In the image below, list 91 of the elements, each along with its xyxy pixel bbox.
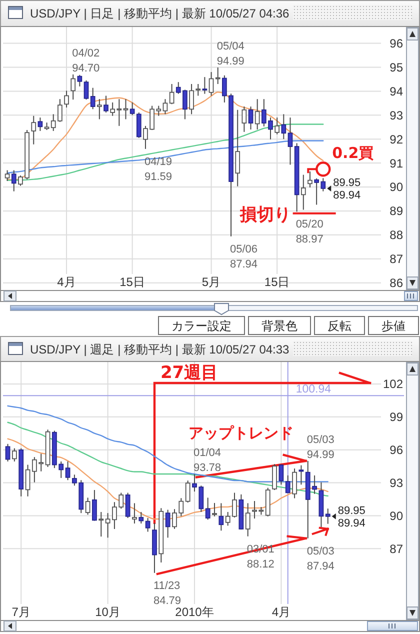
candlestick xyxy=(125,492,130,519)
x-tick-label: 4月 xyxy=(272,605,291,619)
candlestick xyxy=(31,115,36,145)
y-tick-label: 96 xyxy=(390,36,404,50)
candlestick xyxy=(4,170,10,182)
text: カラー設定 xyxy=(172,319,232,333)
annotation: 27週目 xyxy=(160,363,218,383)
y-tick-label: 95 xyxy=(390,60,404,74)
x-tick-label: 7月 xyxy=(12,605,30,619)
candlestick xyxy=(248,106,254,130)
candlestick xyxy=(162,98,168,115)
chart-title: USD/JPY | 日足 | 移動平均 | 最新 10/05/27 04:36 xyxy=(30,6,290,20)
candlestick xyxy=(218,502,224,532)
y-tick-label: 87 xyxy=(390,542,404,556)
candlestick xyxy=(272,464,277,491)
annotation: 05/03 87.94 xyxy=(306,545,334,572)
candlestick xyxy=(288,117,293,166)
candlestick xyxy=(12,448,17,462)
annotation: 11/23 84.79 xyxy=(153,580,182,607)
y-tick-label: 90 xyxy=(390,180,404,194)
text: 0.2買 xyxy=(332,144,374,162)
candlestick xyxy=(300,174,306,210)
candlestick xyxy=(98,511,104,538)
annotation: 05/20 88.97 xyxy=(296,218,324,246)
text: 反転 xyxy=(328,319,352,333)
annotation: 05/06 87.94 xyxy=(230,243,258,270)
y-tick-label: 88 xyxy=(390,228,404,242)
candlestick xyxy=(123,98,128,120)
x-tick-label: 15日 xyxy=(120,275,145,289)
text: 背景色 xyxy=(262,319,298,333)
y-tick-label: 99 xyxy=(390,410,404,424)
candlestick xyxy=(298,464,304,486)
candlestick xyxy=(132,502,137,524)
annotation: 01/04 93.78 xyxy=(193,447,222,474)
y-tick-label: 86 xyxy=(390,276,404,290)
candlestick xyxy=(292,468,297,499)
candlestick xyxy=(245,502,250,537)
x-tick-label: 2010年 xyxy=(175,605,214,619)
y-tick-label: 96 xyxy=(390,443,404,458)
y-tick-label: 91 xyxy=(390,156,404,170)
candlestick xyxy=(70,74,76,100)
candlestick xyxy=(274,117,280,135)
annotation: アップトレンド xyxy=(188,424,294,442)
y-tick-label: 93 xyxy=(390,108,404,122)
candlestick xyxy=(308,170,312,188)
candlestick xyxy=(85,497,90,516)
y-tick-label: 87 xyxy=(390,252,404,266)
candlestick xyxy=(202,76,208,94)
candlestick xyxy=(84,80,89,100)
candlestick xyxy=(64,90,69,108)
chart-title: USD/JPY | 週足 | 移動平均 | 最新 10/05/27 04:33 xyxy=(30,342,290,356)
text: 89.95 xyxy=(333,177,361,190)
y-tick-label: 93 xyxy=(390,476,404,490)
text: 89.94 xyxy=(333,190,361,202)
candlestick xyxy=(25,464,30,497)
candlestick xyxy=(325,508,330,524)
candlestick xyxy=(130,102,135,116)
candlestick xyxy=(65,460,70,481)
candlestick xyxy=(212,502,217,517)
x-tick-label: 15日 xyxy=(264,275,290,289)
candlestick xyxy=(77,74,82,87)
annotation: 05/04 94.99 xyxy=(216,40,244,68)
candlestick xyxy=(242,106,247,132)
annotation: 89.94 xyxy=(338,517,366,530)
candlestick xyxy=(254,98,260,130)
y-tick-label: 89 xyxy=(390,204,404,218)
candlestick xyxy=(185,480,190,504)
text: 歩値 xyxy=(382,319,406,333)
y-tick-label: 90 xyxy=(390,508,404,523)
ref-line-label: 100.94 xyxy=(296,384,332,396)
x-tick-label: 5月 xyxy=(202,275,221,289)
y-tick-label: 94 xyxy=(390,84,404,98)
candlestick xyxy=(189,84,194,115)
candlestick xyxy=(5,443,10,462)
y-tick-label: 92 xyxy=(390,132,404,146)
candlestick xyxy=(38,117,43,132)
annotation: 89.95 xyxy=(338,504,366,517)
annotation: 04/02 94.70 xyxy=(72,47,100,74)
x-tick-label: 4月 xyxy=(57,275,76,289)
candlestick xyxy=(208,72,214,96)
annotation: 04/19 91.59 xyxy=(144,156,172,183)
x-tick-label: 10月 xyxy=(95,605,120,619)
candlestick xyxy=(96,98,102,120)
candlestick xyxy=(196,84,201,96)
ref-line-label: 損切り xyxy=(238,204,291,225)
candlestick xyxy=(169,84,174,105)
annotation: 05/03 94.99 xyxy=(306,434,334,461)
candlestick xyxy=(235,109,240,187)
y-tick-label: 102 xyxy=(382,377,404,392)
candlestick xyxy=(105,512,110,538)
candlestick xyxy=(145,518,150,532)
